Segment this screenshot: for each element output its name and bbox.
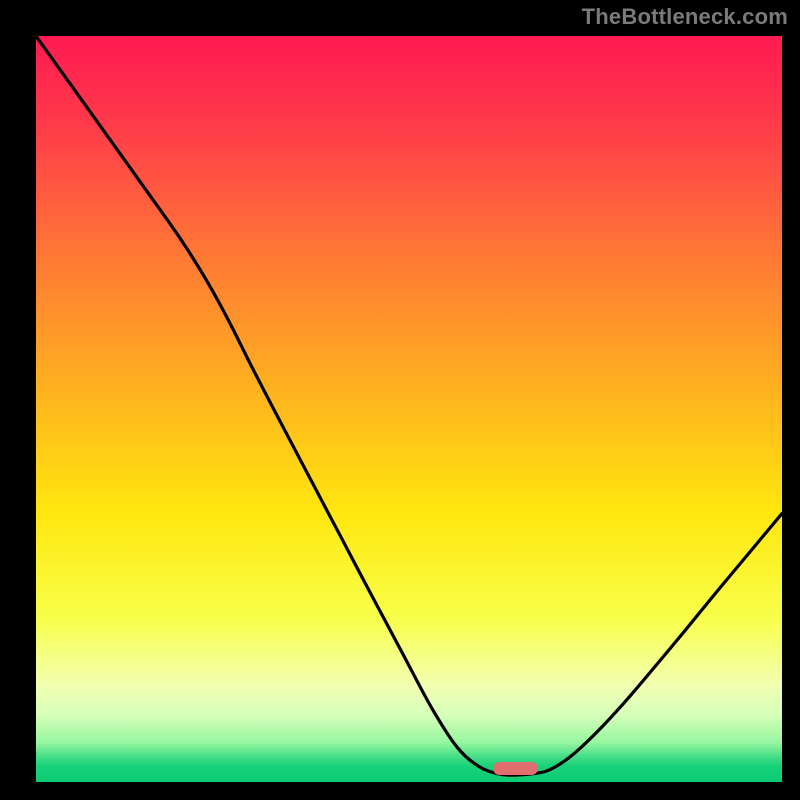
watermark-text: TheBottleneck.com [582,4,788,30]
plot-clip [36,36,782,782]
plot-area [36,36,782,782]
bottleneck-curve [36,36,782,775]
optimum-marker [493,762,538,775]
chart-frame: TheBottleneck.com [0,0,800,800]
curve-svg [36,36,782,782]
